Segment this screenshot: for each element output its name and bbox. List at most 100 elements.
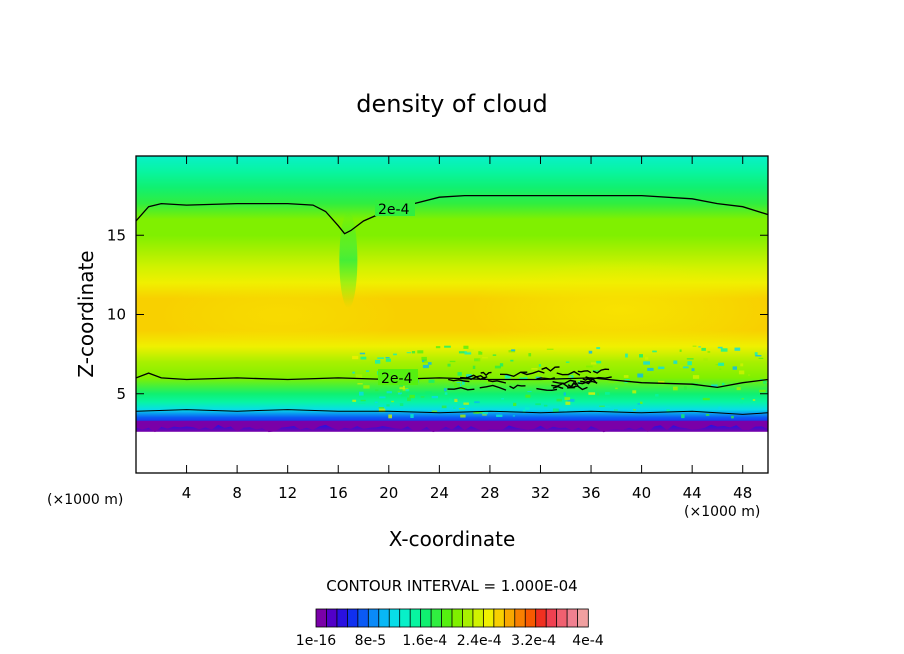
noise-speckle (759, 389, 766, 393)
y-tick-label: 15 (107, 226, 126, 244)
noise-speckle (422, 360, 425, 362)
noise-speckle (615, 387, 618, 390)
noise-speckle (758, 357, 764, 359)
contour-line-base (136, 409, 768, 415)
colorbar-swatch (566, 608, 579, 628)
noise-speckle (588, 392, 596, 395)
noise-speckle (460, 414, 466, 418)
colorbar-swatch (503, 608, 516, 628)
noise-speckle (399, 403, 404, 406)
x-tick-label: 32 (531, 484, 550, 502)
noise-speckle (458, 351, 465, 354)
noise-speckle (411, 351, 416, 354)
noise-speckle (563, 392, 566, 396)
noise-speckle (501, 398, 504, 400)
noise-speckle (425, 391, 432, 395)
noise-speckle (352, 399, 357, 402)
noise-speckle (625, 353, 628, 358)
noise-speckle (385, 357, 390, 359)
colorbar (315, 608, 589, 628)
contour-label-bg-lower (378, 369, 418, 385)
colorbar-swatch (577, 608, 589, 628)
noise-speckle (535, 403, 541, 406)
noise-speckle (692, 375, 700, 379)
x-tick-label: 28 (480, 484, 499, 502)
noise-layer (352, 345, 768, 419)
noise-speckle (658, 366, 665, 370)
noise-speckle (718, 362, 725, 366)
noise-speckle (639, 354, 643, 358)
noise-speckle (565, 361, 570, 363)
noise-speckle (740, 363, 744, 367)
noise-speckle (718, 406, 722, 410)
noise-speckle (360, 399, 366, 402)
noise-speckle (417, 350, 424, 354)
dip-feature (339, 212, 358, 308)
colorbar-swatch (346, 608, 359, 628)
colorbar-swatch (514, 608, 526, 628)
noise-speckle (378, 408, 386, 413)
noise-speckle (474, 401, 480, 404)
x-tick-label: 8 (232, 484, 242, 502)
noise-speckle (666, 409, 670, 412)
x-tick-label: 36 (581, 484, 600, 502)
colorbar-swatch (482, 608, 495, 628)
noise-speckle (624, 379, 629, 381)
colorbar-swatch (430, 608, 443, 628)
colorbar-swatch (451, 608, 464, 628)
noise-speckle (643, 376, 650, 379)
noise-speckle (692, 345, 697, 347)
colorbar-label: 3.2e-4 (511, 633, 556, 649)
contour-squiggle (556, 370, 581, 376)
contour-squiggle (536, 387, 558, 392)
x-tick-label: 12 (278, 484, 297, 502)
contour-squiggle (460, 374, 488, 381)
noise-speckle (681, 414, 685, 419)
noise-speckle (701, 347, 706, 351)
noise-speckle (755, 355, 762, 357)
noise-speckle (454, 383, 460, 388)
y-axis-ticks: 5 10 15 (107, 226, 768, 403)
noise-speckle (637, 403, 641, 405)
noise-speckle (702, 397, 710, 401)
noise-speckle (732, 366, 737, 370)
noise-speckle (431, 410, 438, 412)
contour-squiggle (520, 370, 545, 376)
noise-speckle (420, 396, 425, 398)
noise-speckle (643, 361, 650, 365)
noise-speckle (492, 354, 497, 356)
noise-speckle (366, 370, 370, 372)
x-axis-ticks: 4 8 12 16 20 24 28 32 36 40 44 48 (182, 156, 752, 502)
noise-speckle (673, 360, 678, 364)
x-axis-unit-right: (×1000 m) (684, 504, 760, 520)
noise-speckle (564, 410, 568, 412)
noise-speckle (356, 362, 362, 364)
noise-speckle (386, 391, 392, 394)
noise-speckle (473, 411, 479, 414)
noise-speckle (698, 346, 701, 348)
noise-speckle (422, 361, 428, 364)
x-tick-label: 16 (329, 484, 348, 502)
noise-speckle (399, 385, 405, 390)
noise-speckle (462, 381, 465, 385)
colorbar-swatch (315, 608, 328, 628)
noise-speckle (552, 408, 559, 413)
noise-speckle (444, 392, 448, 395)
noise-speckle (623, 375, 629, 378)
noise-speckle (463, 402, 469, 405)
noise-speckle (596, 347, 601, 350)
contour-squiggle (577, 370, 592, 374)
noise-speckle (464, 351, 472, 355)
contour-squiggle (580, 377, 598, 385)
contour-squiggle (552, 379, 577, 385)
noise-speckle (586, 365, 593, 368)
noise-speckle (470, 408, 473, 410)
noise-speckle (435, 346, 441, 349)
noise-speckle (673, 386, 678, 391)
noise-speckle (405, 389, 410, 392)
noise-speckle (679, 349, 682, 352)
noise-speckle (640, 401, 643, 404)
noise-speckle (705, 413, 710, 416)
noise-speckle (360, 356, 367, 360)
noise-speckle (528, 353, 532, 357)
